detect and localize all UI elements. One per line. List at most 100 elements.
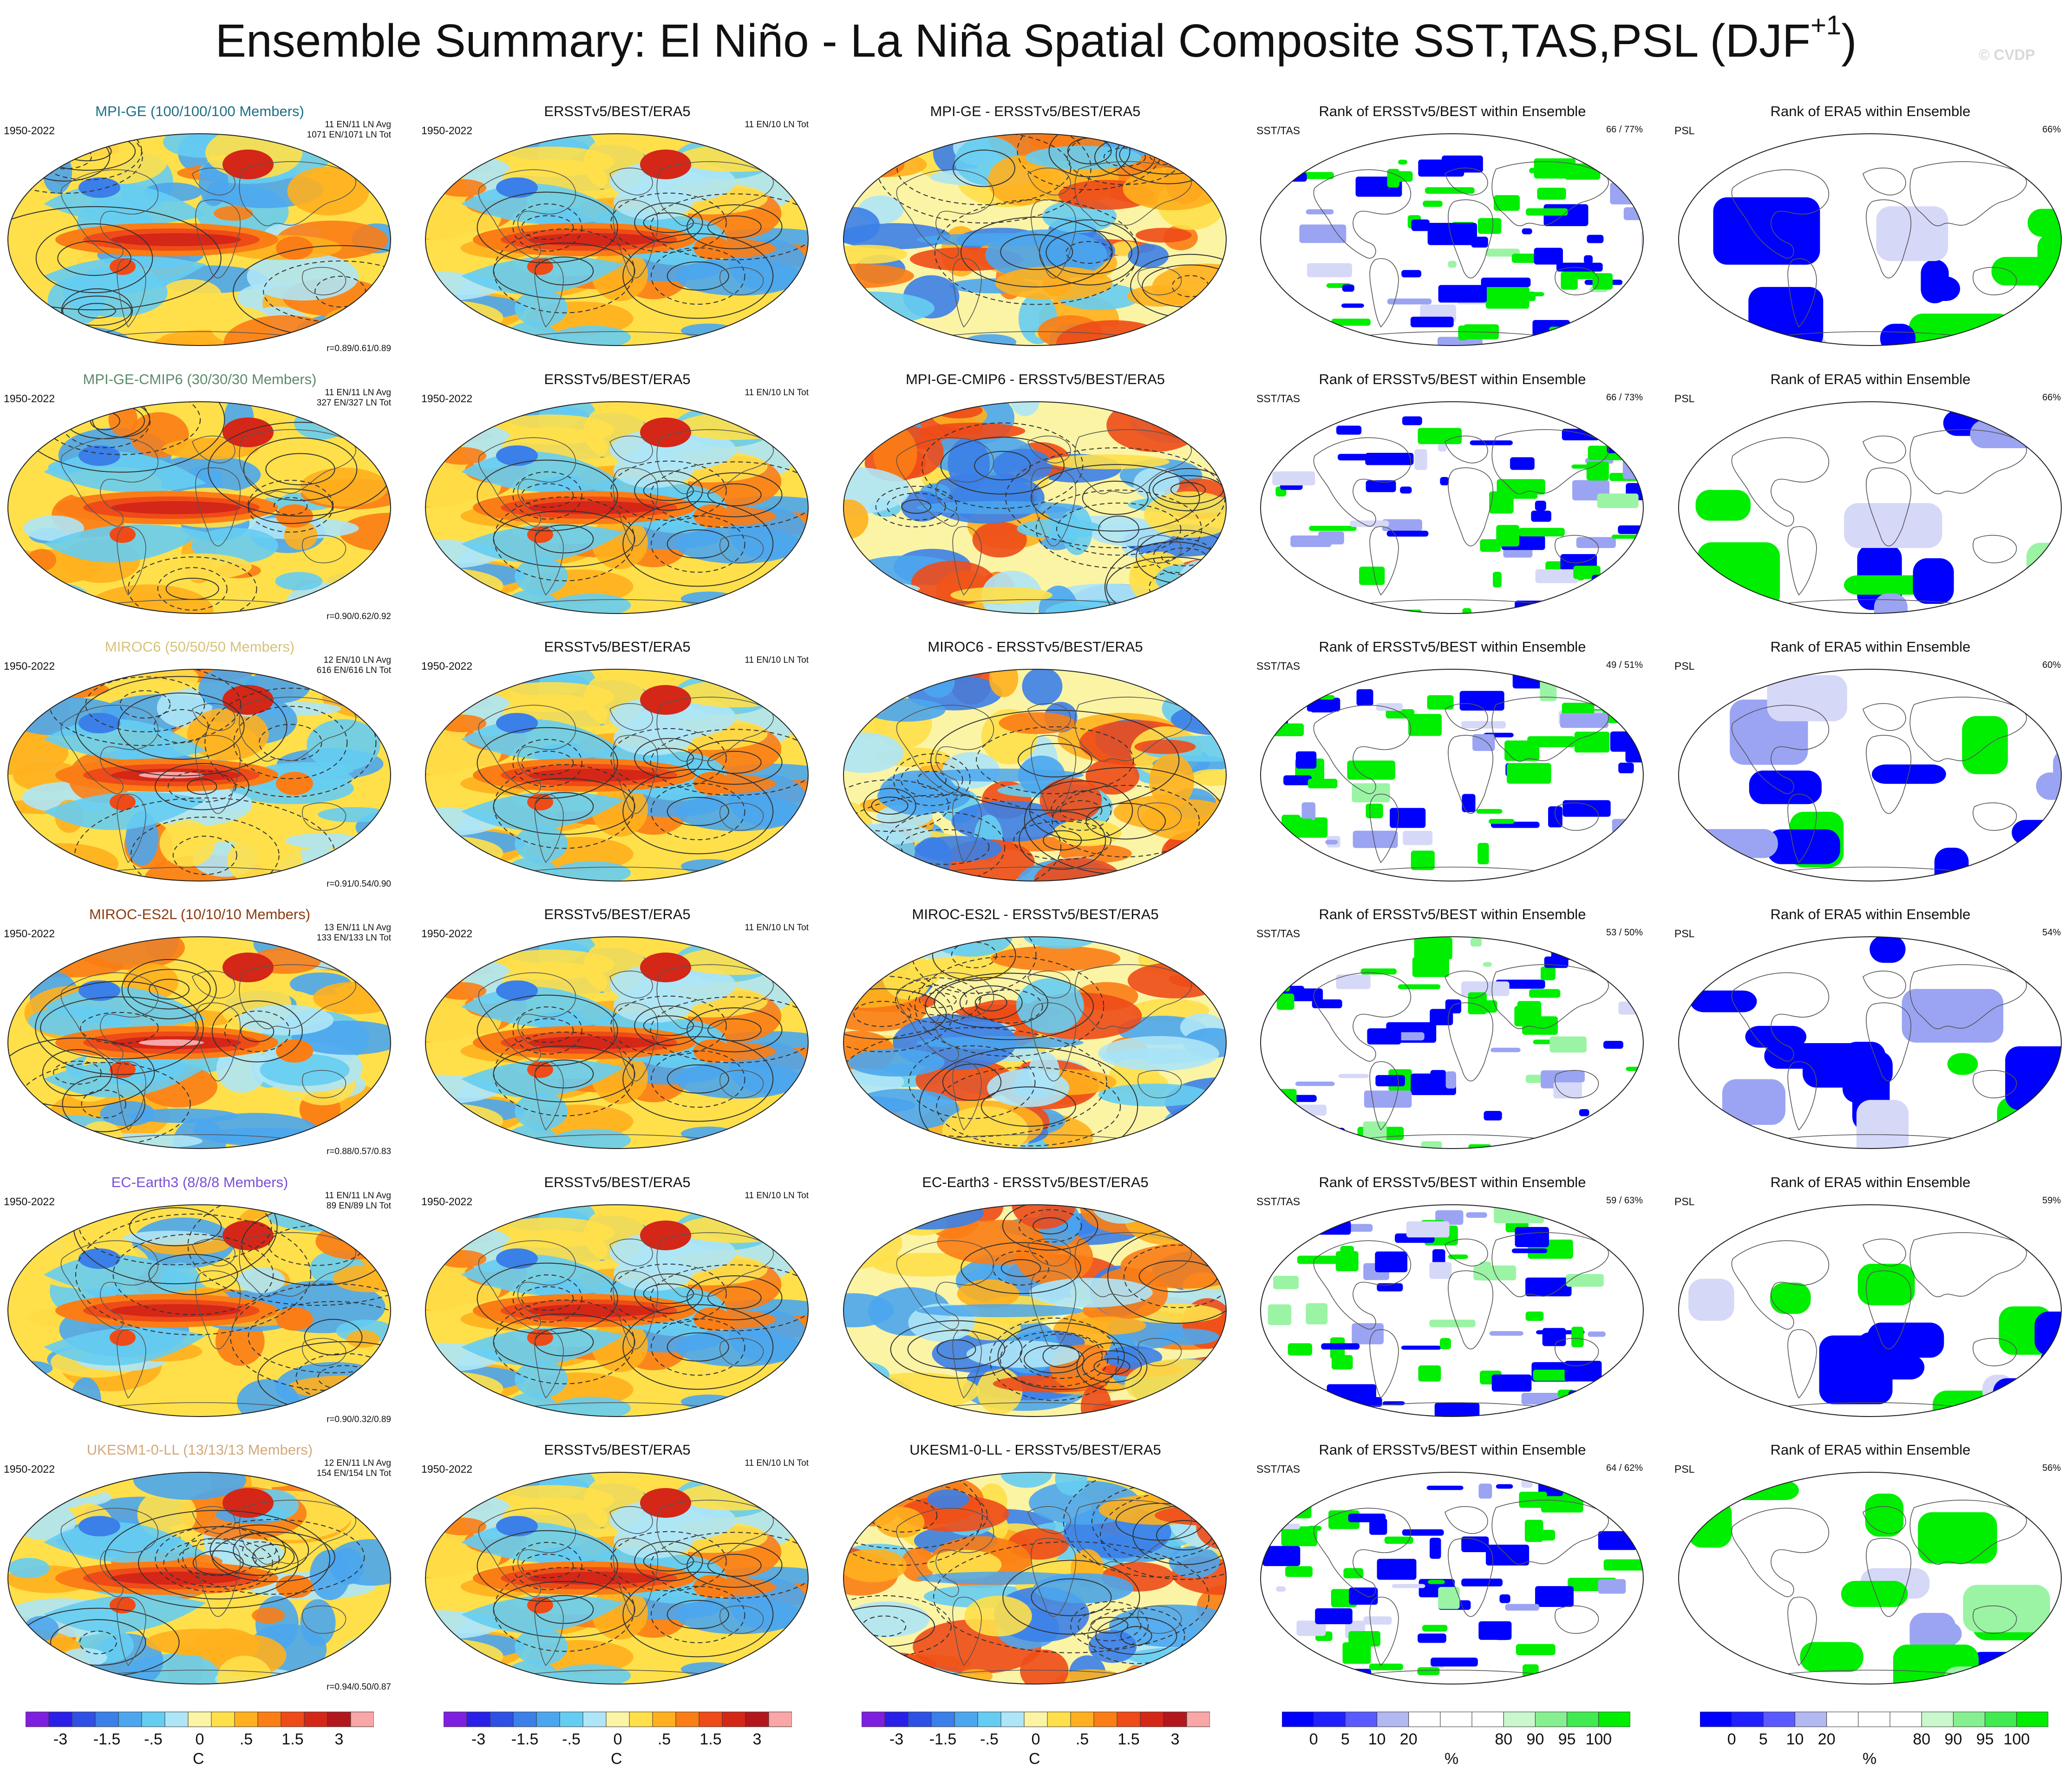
psl-contour	[930, 710, 1180, 811]
psl-contour	[129, 1207, 222, 1247]
psl-contour	[961, 1242, 1081, 1294]
rank-percent: 49 / 51%	[1606, 660, 1643, 670]
colorbar-swatch	[26, 1711, 49, 1727]
colorbar-swatch	[1535, 1711, 1568, 1727]
coastline	[613, 467, 659, 547]
psl-contour	[209, 1524, 309, 1576]
psl-contour	[959, 985, 1023, 1020]
colorbar-swatch	[1313, 1711, 1346, 1727]
colorbar-tick-label: 0	[1727, 1730, 1736, 1748]
psl-contour	[35, 223, 153, 294]
psl-contour	[667, 1332, 729, 1362]
psl-contour	[643, 1551, 694, 1572]
coastline	[1448, 735, 1494, 814]
coastline	[60, 972, 159, 1062]
panel-difference: MPI-GE-CMIP6 - ERSSTv5/BEST/ERA5	[836, 371, 1235, 631]
rank-percent: 59%	[2042, 1195, 2061, 1206]
psl-contour	[667, 261, 729, 291]
coastline	[609, 167, 653, 196]
psl-contour	[78, 303, 116, 319]
colorbar-swatch	[722, 1711, 746, 1727]
panel-model-composite: EC-Earth3 (8/8/8 Members) 1950-2022 11 EN/…	[0, 1174, 399, 1434]
rank-percent: 56%	[2042, 1463, 2061, 1473]
rank-percent: 66%	[2042, 124, 2061, 135]
psl-contour	[521, 1286, 574, 1311]
colorbar-swatch	[327, 1711, 351, 1727]
panel-title: MPI-GE - ERSSTv5/BEST/ERA5	[930, 103, 1141, 119]
psl-contour	[42, 1049, 113, 1097]
coastline	[478, 705, 576, 794]
psl-contour	[8, 1038, 155, 1108]
psl-contour	[651, 247, 745, 305]
colorbar-swatches	[26, 1711, 374, 1727]
psl-contour	[208, 422, 391, 517]
psl-contour	[686, 1543, 783, 1588]
event-counts: 11 EN/11 LN Avg 327 EN/327 LN Tot	[317, 388, 391, 408]
coastline	[656, 429, 774, 494]
psl-contour	[686, 1275, 783, 1320]
coastline	[1787, 794, 1817, 863]
panel-title: Rank of ERA5 within Ensemble	[1770, 371, 1971, 387]
psl-contour	[80, 1012, 159, 1044]
psl-contour	[1149, 468, 1226, 511]
panel-difference: MIROC-ES2L - ERSSTv5/BEST/ERA5	[836, 906, 1235, 1166]
coastline	[534, 794, 564, 863]
colorbar-swatch	[582, 1711, 607, 1727]
colorbar-swatches	[862, 1711, 1210, 1727]
colorbar-tick-label: 90	[1944, 1730, 1962, 1748]
psl-contour	[1090, 1617, 1129, 1634]
psl-contour	[907, 1330, 1006, 1369]
colorbar-swatch	[1763, 1711, 1796, 1727]
panel-difference: EC-Earth3 - ERSSTv5/BEST/ERA5	[836, 1174, 1235, 1434]
rank-map	[1678, 936, 2062, 1149]
colorbar-swatch	[1070, 1711, 1094, 1727]
coastline	[478, 1508, 576, 1597]
colorbar-swatches	[1700, 1711, 2048, 1727]
colorbar-swatch	[1047, 1711, 1071, 1727]
coastline	[1369, 526, 1399, 596]
colorbar-tick-label: 0	[1031, 1730, 1040, 1748]
coastline	[1863, 1506, 1906, 1534]
psl-contour	[651, 1586, 745, 1643]
psl-contour	[168, 770, 236, 803]
coastline	[896, 437, 994, 527]
psl-contour	[233, 1533, 286, 1567]
psl-contour	[521, 1554, 574, 1579]
psl-contour	[980, 1086, 1076, 1127]
psl-contour	[707, 751, 762, 774]
coastline	[1448, 467, 1494, 547]
coastline	[1491, 161, 1609, 226]
colorbar-swatch	[2016, 1711, 2048, 1727]
panel-title: MIROC6 (50/50/50 Members)	[105, 639, 295, 655]
coastline	[896, 705, 994, 794]
coastline	[195, 1002, 241, 1082]
coastline	[1787, 1597, 1817, 1666]
coastline	[1027, 167, 1071, 196]
psl-contour	[650, 996, 808, 1064]
psl-contour	[622, 1036, 774, 1122]
composite-map	[425, 1204, 809, 1417]
colorbar-swatch	[699, 1711, 723, 1727]
psl-contour	[960, 216, 1113, 287]
colorbar-swatch	[513, 1711, 537, 1727]
psl-contour	[112, 1234, 274, 1315]
psl-contour	[922, 422, 1084, 509]
coastline	[1137, 1338, 1182, 1366]
colorbar-swatches	[444, 1711, 792, 1727]
coastline	[1973, 535, 2017, 563]
coastline	[117, 1597, 146, 1666]
event-counts: 13 EN/11 LN Avg 133 EN/133 LN Tot	[317, 923, 391, 943]
psl-contour	[1000, 1259, 1041, 1277]
coastline	[195, 467, 241, 547]
panel-rank-sst-tas: Rank of ERSSTv5/BEST within Ensemble SST/…	[1253, 639, 1652, 899]
colorbar-swatches	[1282, 1711, 1630, 1727]
coastline	[1555, 1338, 1599, 1366]
colorbar-swatch	[1503, 1711, 1536, 1727]
colorbar-tick-label: 0	[613, 1730, 622, 1748]
psl-contour	[686, 472, 783, 517]
psl-contour	[477, 459, 618, 532]
coastline	[302, 802, 346, 831]
psl-contour	[1052, 785, 1200, 858]
coastline	[60, 1240, 159, 1330]
psl-contour	[975, 989, 1043, 1024]
